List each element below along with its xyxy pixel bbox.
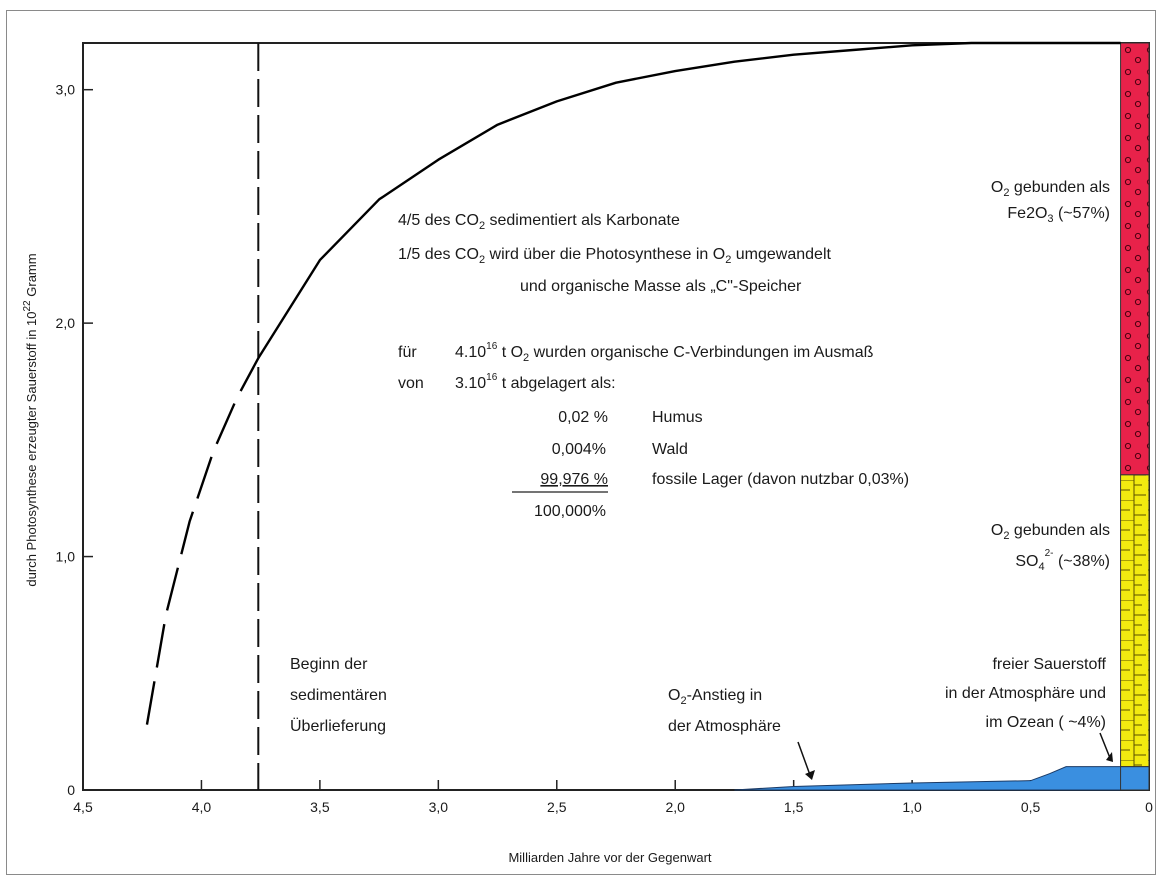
y-tick-label: 2,0 [56, 315, 76, 331]
oxygen-curve-solid [257, 41, 1121, 359]
humus-name: Humus [652, 409, 703, 426]
oxygen-curve-dashed [145, 357, 260, 725]
x-tick-label: 2,5 [547, 799, 567, 815]
humus-pct: 0,02 % [558, 409, 608, 426]
wald-pct: 0,004% [552, 441, 606, 458]
fossil-pct: 99,976 % [540, 471, 608, 488]
o2-rise-line2: der Atmosphäre [668, 718, 781, 735]
x-axis-label: Milliarden Jahre vor der Gegenwart [508, 850, 711, 865]
free-oxygen-arrow [1099, 732, 1111, 759]
wald-name: Wald [652, 441, 688, 458]
free-oxygen-line2: in der Atmosphäre und [945, 685, 1106, 702]
x-tick-label: 1,5 [784, 799, 804, 815]
x-tick-label: 1,0 [902, 799, 922, 815]
x-tick-label: 0 [1145, 799, 1153, 815]
o2-rise-arrowhead [805, 770, 815, 780]
co2-photosynthesis-text: 1/5 des CO2 wird über die Photosynthese … [398, 246, 832, 266]
y-tick-label: 0 [67, 782, 75, 798]
x-tick-label: 3,0 [429, 799, 449, 815]
so4-label: O2 gebunden als [991, 522, 1110, 542]
fe2o3-label: O2 gebunden als [991, 179, 1110, 199]
fossil-name: fossile Lager (davon nutzbar 0,03%) [652, 471, 909, 488]
plot-area-border [82, 42, 1150, 791]
free-oxygen-line1: freier Sauerstoff [992, 656, 1106, 673]
sedimentation-line3: Überlieferung [290, 717, 386, 735]
x-tick-label: 4,0 [192, 799, 212, 815]
co2-carbonate-text: 4/5 des CO2 sedimentiert als Karbonate [398, 212, 680, 232]
sedimentation-line2: sedimentären [290, 687, 387, 704]
so4-share: SO42- (~38%) [1015, 548, 1110, 573]
total-pct: 100,000% [534, 503, 606, 520]
figure-frame [6, 10, 1156, 875]
stacked-bar-layer [1120, 42, 1150, 791]
atmosphere-oxygen-area [734, 766, 1150, 791]
co2-storage-text: und organische Masse als „C"-Speicher [520, 278, 802, 295]
so4-segment [1120, 474, 1150, 768]
oxygen-curve-layer [145, 41, 1121, 790]
fe2o3-segment [1120, 42, 1150, 476]
von-text: 3.1016 t abgelagert als: [455, 372, 616, 392]
o2-rise-arrow [797, 741, 811, 776]
fuer-text: 4.1016 t O2 wurden organische C-Verbindu… [455, 341, 874, 364]
y-axis-label: durch Photosynthese erzeugter Sauerstoff… [22, 253, 39, 586]
y-tick-label: 1,0 [56, 549, 76, 565]
fuer-label: für [398, 344, 417, 361]
o2-rise-line1: O2-Anstieg in [668, 687, 762, 707]
free-oxygen-arrowhead [1106, 752, 1113, 762]
x-tick-label: 0,5 [1021, 799, 1041, 815]
von-label: von [398, 375, 424, 392]
y-tick-label: 3,0 [56, 82, 76, 98]
sedimentation-line1: Beginn der [290, 656, 368, 673]
x-tick-label: 2,0 [665, 799, 685, 815]
atmosphere-area-layer [734, 766, 1150, 791]
x-tick-label: 3,5 [310, 799, 330, 815]
fe2o3-share: Fe2O3 (~57%) [1007, 205, 1110, 225]
free-oxygen-segment [1120, 766, 1150, 791]
x-tick-label: 4,5 [73, 799, 93, 815]
free-oxygen-line3: im Ozean ( ~4%) [986, 714, 1106, 731]
